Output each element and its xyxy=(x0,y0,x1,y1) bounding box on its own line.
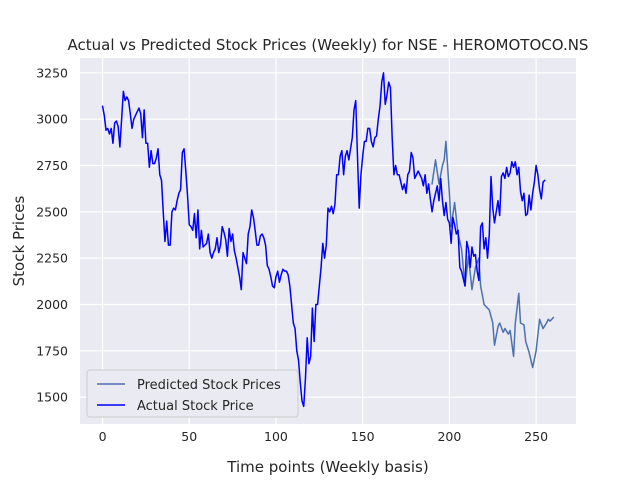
y-axis-label: Stock Prices xyxy=(10,195,28,286)
y-tick-label: 2750 xyxy=(36,158,68,173)
legend-label-predicted: Predicted Stock Prices xyxy=(137,378,281,393)
x-tick-label: 100 xyxy=(264,429,288,444)
y-ticks: 1500 1750 2000 2250 2500 2750 3000 3250 xyxy=(36,65,68,404)
plot-area xyxy=(80,58,576,424)
y-tick-label: 2000 xyxy=(36,297,68,312)
y-tick-label: 1750 xyxy=(36,343,68,358)
series-layer xyxy=(101,72,555,408)
legend-box xyxy=(86,369,299,418)
y-tick-label: 2250 xyxy=(36,251,68,266)
series-line-actual-stock-price xyxy=(101,72,546,408)
legend-label-actual: Actual Stock Price xyxy=(137,399,254,414)
x-axis-label: Time points (Weekly basis) xyxy=(226,458,428,476)
legend: Predicted Stock Prices Actual Stock Pric… xyxy=(86,369,299,418)
y-tick-label: 2500 xyxy=(36,204,68,219)
x-tick-label: 250 xyxy=(524,429,548,444)
series-line-predicted-stock-prices xyxy=(431,140,555,369)
x-tick-label: 50 xyxy=(181,429,197,444)
x-tick-label: 150 xyxy=(351,429,375,444)
y-tick-label: 1500 xyxy=(36,390,68,405)
y-tick-label: 3000 xyxy=(36,112,68,127)
x-ticks: 0 50 100 150 200 250 xyxy=(99,429,549,444)
chart-title: Actual vs Predicted Stock Prices (Weekly… xyxy=(68,36,589,54)
x-tick-label: 0 xyxy=(99,429,107,444)
y-tick-label: 3250 xyxy=(36,65,68,80)
x-tick-label: 200 xyxy=(437,429,461,444)
